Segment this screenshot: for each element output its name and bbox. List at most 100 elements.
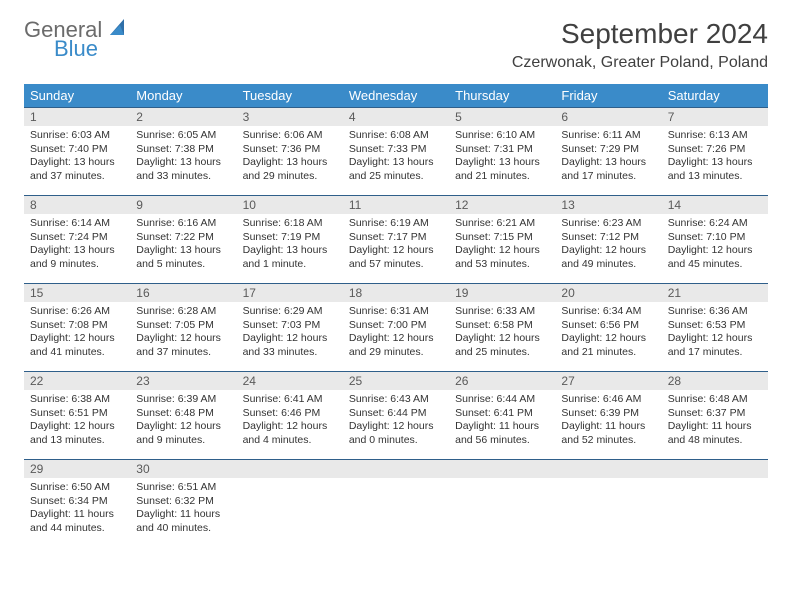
sunset-line: Sunset: 6:53 PM [668, 319, 762, 333]
day-cell: 13Sunrise: 6:23 AMSunset: 7:12 PMDayligh… [555, 196, 661, 284]
day-number: 4 [343, 108, 449, 126]
sunset-line: Sunset: 7:22 PM [136, 231, 230, 245]
logo-sail-icon [110, 17, 130, 42]
day-details: Sunrise: 6:21 AMSunset: 7:15 PMDaylight:… [449, 214, 555, 278]
weekday-header-row: Sunday Monday Tuesday Wednesday Thursday… [24, 84, 768, 108]
day-number: 3 [237, 108, 343, 126]
sunset-line: Sunset: 7:40 PM [30, 143, 124, 157]
day-details: Sunrise: 6:24 AMSunset: 7:10 PMDaylight:… [662, 214, 768, 278]
sunset-line: Sunset: 6:34 PM [30, 495, 124, 509]
day-cell: 18Sunrise: 6:31 AMSunset: 7:00 PMDayligh… [343, 284, 449, 372]
day-number-empty [237, 460, 343, 478]
week-row: 22Sunrise: 6:38 AMSunset: 6:51 PMDayligh… [24, 372, 768, 460]
sunrise-line: Sunrise: 6:19 AM [349, 217, 443, 231]
daylight-line: Daylight: 12 hours and 25 minutes. [455, 332, 549, 359]
day-details: Sunrise: 6:03 AMSunset: 7:40 PMDaylight:… [24, 126, 130, 190]
day-cell: 20Sunrise: 6:34 AMSunset: 6:56 PMDayligh… [555, 284, 661, 372]
day-cell: 6Sunrise: 6:11 AMSunset: 7:29 PMDaylight… [555, 108, 661, 196]
day-details: Sunrise: 6:23 AMSunset: 7:12 PMDaylight:… [555, 214, 661, 278]
sunrise-line: Sunrise: 6:05 AM [136, 129, 230, 143]
sunset-line: Sunset: 6:58 PM [455, 319, 549, 333]
sunrise-line: Sunrise: 6:13 AM [668, 129, 762, 143]
weekday-header: Tuesday [237, 84, 343, 108]
sunrise-line: Sunrise: 6:48 AM [668, 393, 762, 407]
sunset-line: Sunset: 7:38 PM [136, 143, 230, 157]
day-cell: 17Sunrise: 6:29 AMSunset: 7:03 PMDayligh… [237, 284, 343, 372]
sunrise-line: Sunrise: 6:36 AM [668, 305, 762, 319]
daylight-line: Daylight: 11 hours and 48 minutes. [668, 420, 762, 447]
sunset-line: Sunset: 6:37 PM [668, 407, 762, 421]
day-number: 17 [237, 284, 343, 302]
sunset-line: Sunset: 6:44 PM [349, 407, 443, 421]
day-cell: 21Sunrise: 6:36 AMSunset: 6:53 PMDayligh… [662, 284, 768, 372]
day-details: Sunrise: 6:05 AMSunset: 7:38 PMDaylight:… [130, 126, 236, 190]
sunrise-line: Sunrise: 6:51 AM [136, 481, 230, 495]
sunset-line: Sunset: 6:32 PM [136, 495, 230, 509]
day-details: Sunrise: 6:16 AMSunset: 7:22 PMDaylight:… [130, 214, 236, 278]
day-cell: 3Sunrise: 6:06 AMSunset: 7:36 PMDaylight… [237, 108, 343, 196]
day-details: Sunrise: 6:33 AMSunset: 6:58 PMDaylight:… [449, 302, 555, 366]
day-details: Sunrise: 6:48 AMSunset: 6:37 PMDaylight:… [662, 390, 768, 454]
sunrise-line: Sunrise: 6:14 AM [30, 217, 124, 231]
day-cell: 11Sunrise: 6:19 AMSunset: 7:17 PMDayligh… [343, 196, 449, 284]
day-number: 29 [24, 460, 130, 478]
daylight-line: Daylight: 12 hours and 45 minutes. [668, 244, 762, 271]
daylight-line: Daylight: 12 hours and 21 minutes. [561, 332, 655, 359]
day-number: 26 [449, 372, 555, 390]
daylight-line: Daylight: 12 hours and 4 minutes. [243, 420, 337, 447]
day-number: 30 [130, 460, 236, 478]
day-cell [555, 460, 661, 548]
daylight-line: Daylight: 13 hours and 37 minutes. [30, 156, 124, 183]
day-cell: 30Sunrise: 6:51 AMSunset: 6:32 PMDayligh… [130, 460, 236, 548]
day-details: Sunrise: 6:10 AMSunset: 7:31 PMDaylight:… [449, 126, 555, 190]
day-cell: 15Sunrise: 6:26 AMSunset: 7:08 PMDayligh… [24, 284, 130, 372]
day-number: 2 [130, 108, 236, 126]
sunrise-line: Sunrise: 6:44 AM [455, 393, 549, 407]
week-row: 15Sunrise: 6:26 AMSunset: 7:08 PMDayligh… [24, 284, 768, 372]
sunrise-line: Sunrise: 6:24 AM [668, 217, 762, 231]
day-cell: 4Sunrise: 6:08 AMSunset: 7:33 PMDaylight… [343, 108, 449, 196]
day-number: 12 [449, 196, 555, 214]
daylight-line: Daylight: 12 hours and 13 minutes. [30, 420, 124, 447]
day-cell: 1Sunrise: 6:03 AMSunset: 7:40 PMDaylight… [24, 108, 130, 196]
sunrise-line: Sunrise: 6:34 AM [561, 305, 655, 319]
daylight-line: Daylight: 12 hours and 37 minutes. [136, 332, 230, 359]
sunset-line: Sunset: 7:36 PM [243, 143, 337, 157]
daylight-line: Daylight: 13 hours and 21 minutes. [455, 156, 549, 183]
day-cell [449, 460, 555, 548]
sunrise-line: Sunrise: 6:29 AM [243, 305, 337, 319]
daylight-line: Daylight: 13 hours and 17 minutes. [561, 156, 655, 183]
sunrise-line: Sunrise: 6:11 AM [561, 129, 655, 143]
day-cell [237, 460, 343, 548]
day-cell: 27Sunrise: 6:46 AMSunset: 6:39 PMDayligh… [555, 372, 661, 460]
day-number: 9 [130, 196, 236, 214]
daylight-line: Daylight: 12 hours and 9 minutes. [136, 420, 230, 447]
sunrise-line: Sunrise: 6:10 AM [455, 129, 549, 143]
day-cell: 8Sunrise: 6:14 AMSunset: 7:24 PMDaylight… [24, 196, 130, 284]
day-cell: 5Sunrise: 6:10 AMSunset: 7:31 PMDaylight… [449, 108, 555, 196]
weekday-header: Wednesday [343, 84, 449, 108]
daylight-line: Daylight: 12 hours and 29 minutes. [349, 332, 443, 359]
sunset-line: Sunset: 7:19 PM [243, 231, 337, 245]
logo-text: General Blue [24, 18, 130, 60]
daylight-line: Daylight: 12 hours and 17 minutes. [668, 332, 762, 359]
day-details: Sunrise: 6:29 AMSunset: 7:03 PMDaylight:… [237, 302, 343, 366]
day-number: 1 [24, 108, 130, 126]
sunset-line: Sunset: 6:51 PM [30, 407, 124, 421]
day-number: 25 [343, 372, 449, 390]
sunset-line: Sunset: 7:15 PM [455, 231, 549, 245]
day-details: Sunrise: 6:34 AMSunset: 6:56 PMDaylight:… [555, 302, 661, 366]
sunrise-line: Sunrise: 6:08 AM [349, 129, 443, 143]
day-number: 18 [343, 284, 449, 302]
sunset-line: Sunset: 7:03 PM [243, 319, 337, 333]
daylight-line: Daylight: 13 hours and 25 minutes. [349, 156, 443, 183]
day-cell: 9Sunrise: 6:16 AMSunset: 7:22 PMDaylight… [130, 196, 236, 284]
day-cell: 12Sunrise: 6:21 AMSunset: 7:15 PMDayligh… [449, 196, 555, 284]
sunset-line: Sunset: 6:39 PM [561, 407, 655, 421]
day-details: Sunrise: 6:26 AMSunset: 7:08 PMDaylight:… [24, 302, 130, 366]
day-cell: 19Sunrise: 6:33 AMSunset: 6:58 PMDayligh… [449, 284, 555, 372]
sunset-line: Sunset: 6:46 PM [243, 407, 337, 421]
sunrise-line: Sunrise: 6:21 AM [455, 217, 549, 231]
calendar-table: Sunday Monday Tuesday Wednesday Thursday… [24, 84, 768, 548]
sunrise-line: Sunrise: 6:31 AM [349, 305, 443, 319]
